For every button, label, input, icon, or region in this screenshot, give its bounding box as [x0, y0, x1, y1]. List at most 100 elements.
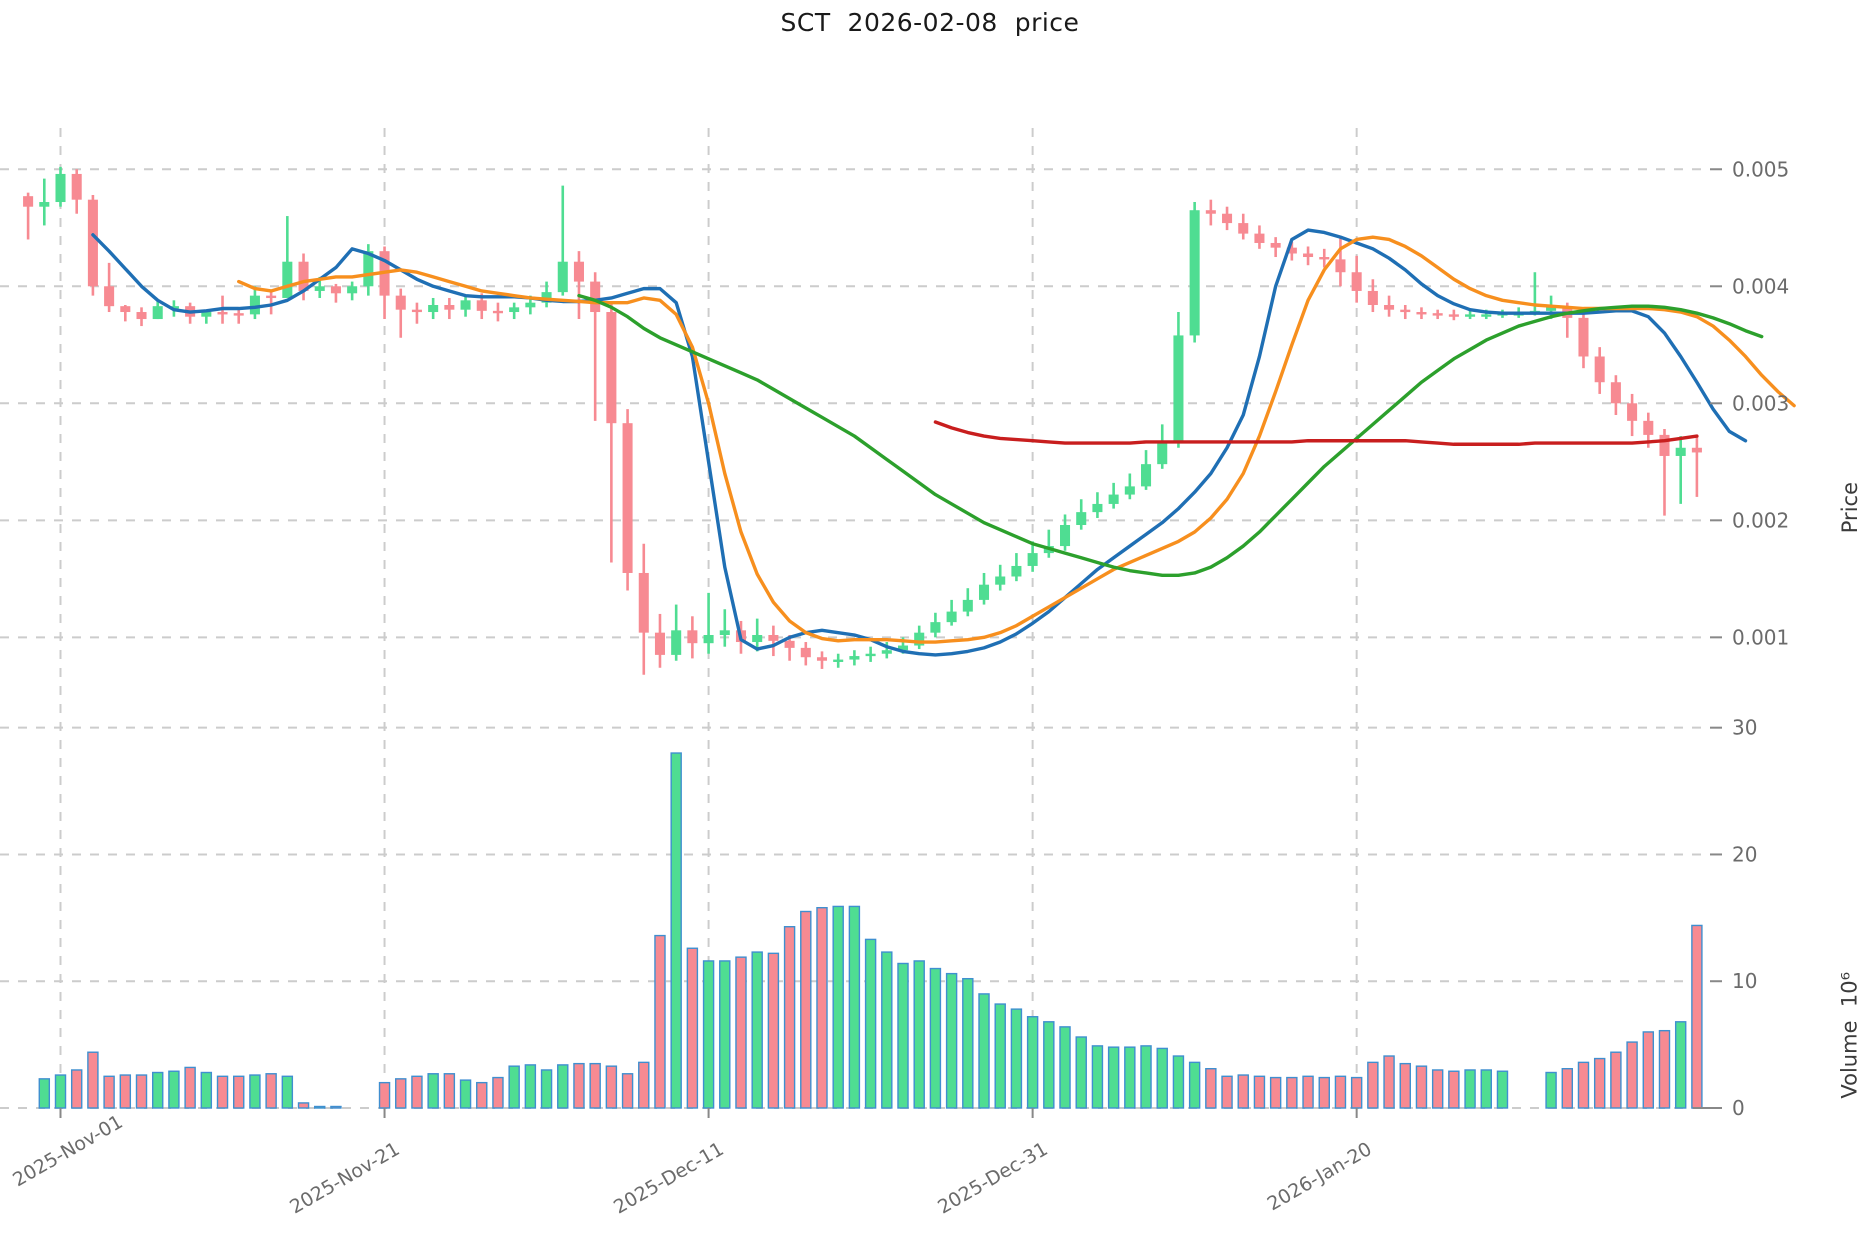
candle-body — [978, 584, 990, 600]
volume-bar — [87, 1051, 99, 1109]
candle-body — [1594, 356, 1605, 383]
volume-bar — [443, 1073, 456, 1109]
candle-body — [87, 199, 98, 287]
volume-bar — [621, 1073, 634, 1109]
candle-body — [428, 305, 439, 313]
candle-body — [492, 310, 503, 314]
volume-bar — [1172, 1055, 1185, 1109]
volume-bar — [508, 1065, 520, 1109]
candle-body — [1351, 272, 1362, 291]
candle-body — [1643, 420, 1654, 435]
volume-bar — [1205, 1067, 1217, 1109]
volume-bar — [427, 1073, 439, 1109]
candle-body — [800, 647, 811, 658]
tick-label-price: 0.003 — [1732, 391, 1789, 415]
candle-body — [962, 599, 973, 612]
volume-bar — [881, 951, 893, 1109]
volume-bar — [1059, 1026, 1071, 1109]
volume-bar — [1253, 1075, 1266, 1109]
volume-bar — [1399, 1062, 1411, 1109]
candle-body — [752, 635, 763, 643]
volume-bar — [1075, 1036, 1087, 1109]
volume-bar — [1334, 1075, 1347, 1109]
volume-bar — [686, 947, 699, 1109]
volume-bar — [1642, 1031, 1655, 1109]
volume-bar — [119, 1074, 132, 1109]
volume-bar — [945, 972, 958, 1109]
volume-bar — [1561, 1067, 1574, 1109]
candle-body — [1173, 335, 1184, 441]
candle-body — [1400, 309, 1411, 313]
candle-body — [930, 622, 941, 633]
volume-bar — [816, 906, 828, 1109]
tick-label-price: 0.005 — [1732, 157, 1789, 181]
volume-bar — [168, 1070, 180, 1109]
candle-body — [1222, 213, 1233, 224]
candle-body — [1448, 314, 1459, 317]
volume-bar — [978, 993, 990, 1109]
candle-body — [1254, 233, 1265, 243]
candle-body — [1060, 525, 1071, 547]
candle-body — [1076, 512, 1087, 525]
candle-body — [152, 306, 163, 320]
volume-bar — [670, 752, 682, 1109]
candle-body — [298, 261, 309, 291]
candle-body — [120, 306, 131, 313]
candle-body — [703, 635, 714, 644]
volume-bar — [1188, 1061, 1201, 1109]
candle-body — [363, 251, 374, 287]
volume-bar — [557, 1064, 569, 1109]
volume-bars — [38, 752, 1703, 1109]
volume-bar — [589, 1062, 601, 1109]
candle-body — [444, 305, 455, 310]
volume-bar — [573, 1062, 585, 1109]
candle-body — [330, 286, 341, 294]
volume-bar — [1026, 1016, 1039, 1109]
tick-label-volume: 30 — [1732, 716, 1757, 740]
volume-bar — [1464, 1069, 1476, 1109]
volume-axis-label: Volume 10⁶ — [1838, 972, 1860, 1099]
candle-body — [1270, 242, 1281, 248]
candle-body — [1384, 305, 1395, 310]
volume-bar — [605, 1065, 618, 1109]
volume-bar — [929, 967, 942, 1109]
volume-bar — [378, 1081, 391, 1109]
candle-body — [1027, 553, 1038, 566]
volume-bar — [962, 977, 974, 1109]
candle-body — [541, 292, 552, 303]
candle-body — [590, 281, 601, 313]
volume-bar — [848, 905, 861, 1109]
candle-body — [314, 286, 325, 291]
volume-bar — [1610, 1051, 1622, 1109]
candle-body — [1303, 253, 1314, 258]
page-title: SCT 2026-02-08 price — [780, 8, 1080, 37]
ma-line-ma_short — [91, 228, 1748, 657]
volume-bar — [281, 1075, 294, 1109]
candle-body — [1011, 565, 1022, 577]
volume-bar — [767, 952, 780, 1109]
candle-body — [881, 650, 892, 654]
candle-body — [897, 645, 909, 651]
ma-line-ma_long — [577, 293, 1764, 578]
candle-body — [1675, 447, 1686, 456]
candle-body — [687, 630, 698, 644]
volume-bar — [1221, 1075, 1233, 1109]
candle-body — [55, 173, 66, 203]
volume-bar — [233, 1075, 245, 1109]
volume-bar — [1448, 1070, 1460, 1109]
candle-body — [233, 313, 244, 316]
volume-bar — [897, 962, 909, 1109]
candle-body — [136, 312, 147, 320]
tick-label-price: 0.004 — [1732, 274, 1789, 298]
candle-body — [23, 196, 34, 207]
volume-bar — [1431, 1069, 1444, 1109]
tick-label-volume: 0 — [1732, 1096, 1745, 1120]
volume-bar — [1577, 1061, 1590, 1109]
volume-bar — [1010, 1008, 1023, 1109]
volume-bar — [216, 1075, 229, 1109]
volume-bar — [1140, 1045, 1152, 1109]
volume-bar — [735, 956, 747, 1109]
candle-body — [509, 307, 520, 313]
candle-body — [1335, 259, 1346, 273]
volume-bar — [864, 938, 877, 1109]
